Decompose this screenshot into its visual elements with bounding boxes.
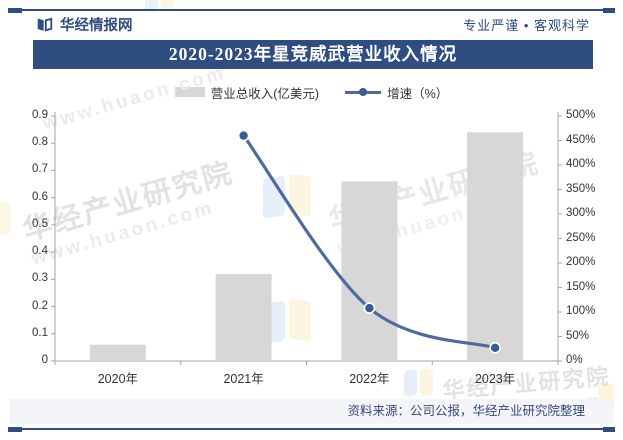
slogan: 专业严谨 • 客观科学 [463, 17, 590, 33]
bar-2022年 [341, 181, 398, 361]
header: 华经情报网 专业严谨 • 客观科学 [36, 13, 590, 35]
rule-end-cap [8, 427, 22, 432]
y-left-tick-label: 0.4 [32, 245, 48, 258]
y-right-tick-label: 450% [566, 133, 596, 146]
book-logo-icon [36, 16, 53, 33]
y-left-tick-label: 0.9 [32, 109, 48, 121]
y-right-tick-label: 0% [566, 354, 583, 366]
line-swatch-icon [345, 88, 382, 96]
chart-title-bar: 2020-2023年星竞威武营业收入情况 [33, 40, 593, 69]
x-category-label: 2020年 [97, 372, 139, 386]
rule-line [22, 9, 603, 11]
y-left-tick-label: 0.1 [32, 326, 48, 339]
rule-end-cap [603, 8, 615, 13]
bar-2023年 [467, 132, 524, 361]
y-right-tick-label: 500% [566, 109, 596, 121]
chart-title: 2020-2023年星竞威武营业收入情况 [168, 44, 458, 64]
y-right-tick-label: 300% [566, 207, 596, 219]
y-right-tick-label: 200% [566, 256, 596, 268]
top-border-rule [8, 8, 615, 13]
y-left-tick-label: 0 [41, 354, 48, 366]
growth-point-2021年 [237, 129, 250, 142]
chart-legend: 营业总收入(亿美元) 增速（%） [0, 83, 623, 102]
rule-end-cap [8, 8, 22, 13]
bar-2021年 [215, 273, 272, 361]
legend-item-growth: 增速（%） [345, 83, 448, 102]
rule-line [22, 428, 603, 430]
source-note: 资料来源：公司公报，华经产业研究院整理 [347, 404, 585, 418]
x-category-label: 2021年 [223, 372, 264, 386]
legend-label-revenue: 营业总收入(亿美元) [210, 86, 320, 101]
site-name: 华经情报网 [60, 17, 133, 34]
y-right-tick-label: 100% [566, 305, 596, 317]
y-left-tick-label: 0.5 [32, 217, 48, 230]
x-category-label: 2022年 [349, 372, 390, 386]
legend-label-growth: 增速（%） [387, 86, 449, 101]
growth-point-2022年 [363, 302, 376, 314]
y-left-tick-label: 0.8 [32, 136, 48, 149]
y-right-tick-label: 400% [566, 158, 596, 170]
y-right-tick-label: 250% [566, 231, 596, 244]
growth-point-2023年 [489, 341, 501, 354]
bar-swatch-icon [174, 87, 205, 97]
legend-item-revenue: 营业总收入(亿美元) [174, 83, 320, 102]
y-left-tick-label: 0.2 [32, 299, 48, 312]
source-note-band: 资料来源：公司公报，华经产业研究院整理 [10, 399, 613, 424]
y-right-tick-label: 150% [566, 280, 596, 293]
y-left-tick-label: 0.7 [32, 163, 48, 176]
y-right-tick-label: 50% [566, 329, 590, 342]
x-category-label: 2023年 [474, 372, 516, 386]
y-left-tick-label: 0.3 [32, 272, 48, 285]
bottom-border-rule [8, 427, 615, 432]
bar-2020年 [89, 344, 146, 361]
y-left-tick-label: 0.6 [32, 190, 48, 203]
growth-line [242, 134, 497, 350]
rule-end-cap [603, 427, 615, 432]
y-right-tick-label: 350% [566, 182, 596, 195]
brand: 华经情报网 [36, 14, 133, 35]
